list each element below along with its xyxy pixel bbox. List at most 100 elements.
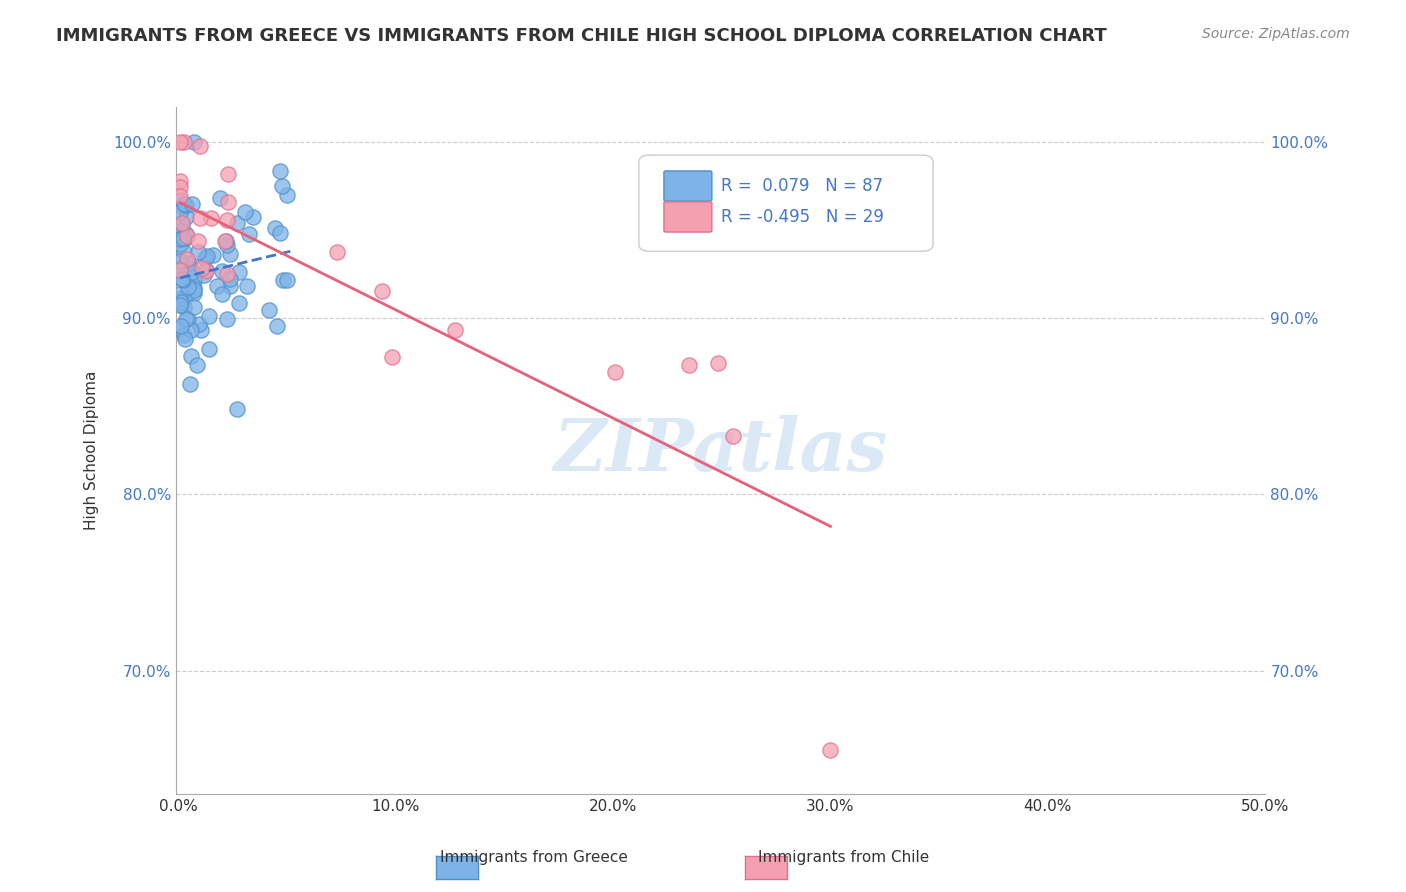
Point xyxy=(183,281,205,295)
Point xyxy=(195,263,218,277)
Point xyxy=(707,356,730,370)
Point xyxy=(177,279,200,293)
Point xyxy=(183,274,205,288)
Point xyxy=(177,312,200,326)
Point xyxy=(208,191,231,205)
Point xyxy=(187,245,209,260)
Text: ZIPatlas: ZIPatlas xyxy=(554,415,887,486)
Point xyxy=(225,216,247,230)
Point xyxy=(190,323,212,337)
Point xyxy=(169,236,191,251)
Point xyxy=(169,174,191,188)
Point xyxy=(179,377,201,392)
Point xyxy=(173,244,195,259)
Point xyxy=(200,211,222,225)
Point xyxy=(201,248,224,262)
Point xyxy=(173,135,195,149)
Point xyxy=(176,229,198,244)
Point xyxy=(678,358,700,372)
Point xyxy=(242,210,264,224)
Point xyxy=(217,267,239,281)
FancyBboxPatch shape xyxy=(664,202,711,232)
Point xyxy=(271,179,294,194)
Point xyxy=(266,319,288,334)
Point xyxy=(721,429,744,443)
Point xyxy=(188,211,211,225)
Point xyxy=(194,251,217,265)
Point xyxy=(174,227,197,241)
Point xyxy=(188,318,211,332)
Text: Immigrants from Chile: Immigrants from Chile xyxy=(758,850,929,865)
Point xyxy=(188,139,211,153)
Point xyxy=(269,164,291,178)
Y-axis label: High School Diploma: High School Diploma xyxy=(84,371,98,530)
Point xyxy=(195,249,218,263)
FancyBboxPatch shape xyxy=(638,155,934,252)
Point xyxy=(215,238,238,252)
Point xyxy=(180,349,202,363)
Point xyxy=(169,193,191,207)
Point xyxy=(218,278,240,293)
Point xyxy=(170,230,193,244)
Point xyxy=(217,213,239,227)
Point xyxy=(193,268,215,282)
Point xyxy=(180,196,202,211)
Point xyxy=(172,231,194,245)
Point xyxy=(233,205,256,219)
Point xyxy=(198,342,221,356)
Point xyxy=(170,220,193,235)
Point xyxy=(235,279,257,293)
Point xyxy=(605,365,627,379)
Point xyxy=(172,217,194,231)
Point xyxy=(176,312,198,326)
Point xyxy=(211,286,233,301)
Point xyxy=(205,279,228,293)
Point xyxy=(170,224,193,238)
Point xyxy=(174,210,197,224)
Point xyxy=(214,234,236,248)
Point xyxy=(170,294,193,309)
Point xyxy=(444,323,467,337)
Point xyxy=(177,257,200,271)
Point xyxy=(173,328,195,343)
Point xyxy=(169,294,191,309)
Point xyxy=(215,235,238,249)
Point xyxy=(257,302,280,317)
Point xyxy=(169,135,191,149)
Point xyxy=(228,265,250,279)
Point xyxy=(269,226,291,240)
Point xyxy=(217,195,239,210)
Point xyxy=(170,199,193,213)
Point xyxy=(170,292,193,306)
Point xyxy=(183,286,205,301)
Text: Immigrants from Greece: Immigrants from Greece xyxy=(440,850,628,865)
Point xyxy=(173,332,195,346)
Point xyxy=(169,232,191,246)
Point xyxy=(176,252,198,266)
Point xyxy=(238,227,260,241)
Point xyxy=(187,234,209,248)
Point xyxy=(173,197,195,211)
Point xyxy=(217,168,239,182)
Point xyxy=(169,263,191,277)
Text: IMMIGRANTS FROM GREECE VS IMMIGRANTS FROM CHILE HIGH SCHOOL DIPLOMA CORRELATION : IMMIGRANTS FROM GREECE VS IMMIGRANTS FRO… xyxy=(56,27,1107,45)
Text: Source: ZipAtlas.com: Source: ZipAtlas.com xyxy=(1202,27,1350,41)
FancyBboxPatch shape xyxy=(664,171,711,201)
Point xyxy=(197,310,219,324)
Point xyxy=(276,273,298,287)
Point xyxy=(195,264,218,278)
Point xyxy=(170,216,193,230)
Point xyxy=(183,135,205,149)
Point xyxy=(183,283,205,297)
Point xyxy=(180,323,202,337)
Point xyxy=(173,293,195,307)
Point xyxy=(170,271,193,285)
Point xyxy=(169,205,191,219)
Point xyxy=(173,300,195,314)
Point xyxy=(169,287,191,301)
Point xyxy=(381,351,404,365)
Point xyxy=(173,232,195,246)
Point xyxy=(219,247,242,261)
Point xyxy=(371,284,394,298)
Point xyxy=(820,743,842,757)
